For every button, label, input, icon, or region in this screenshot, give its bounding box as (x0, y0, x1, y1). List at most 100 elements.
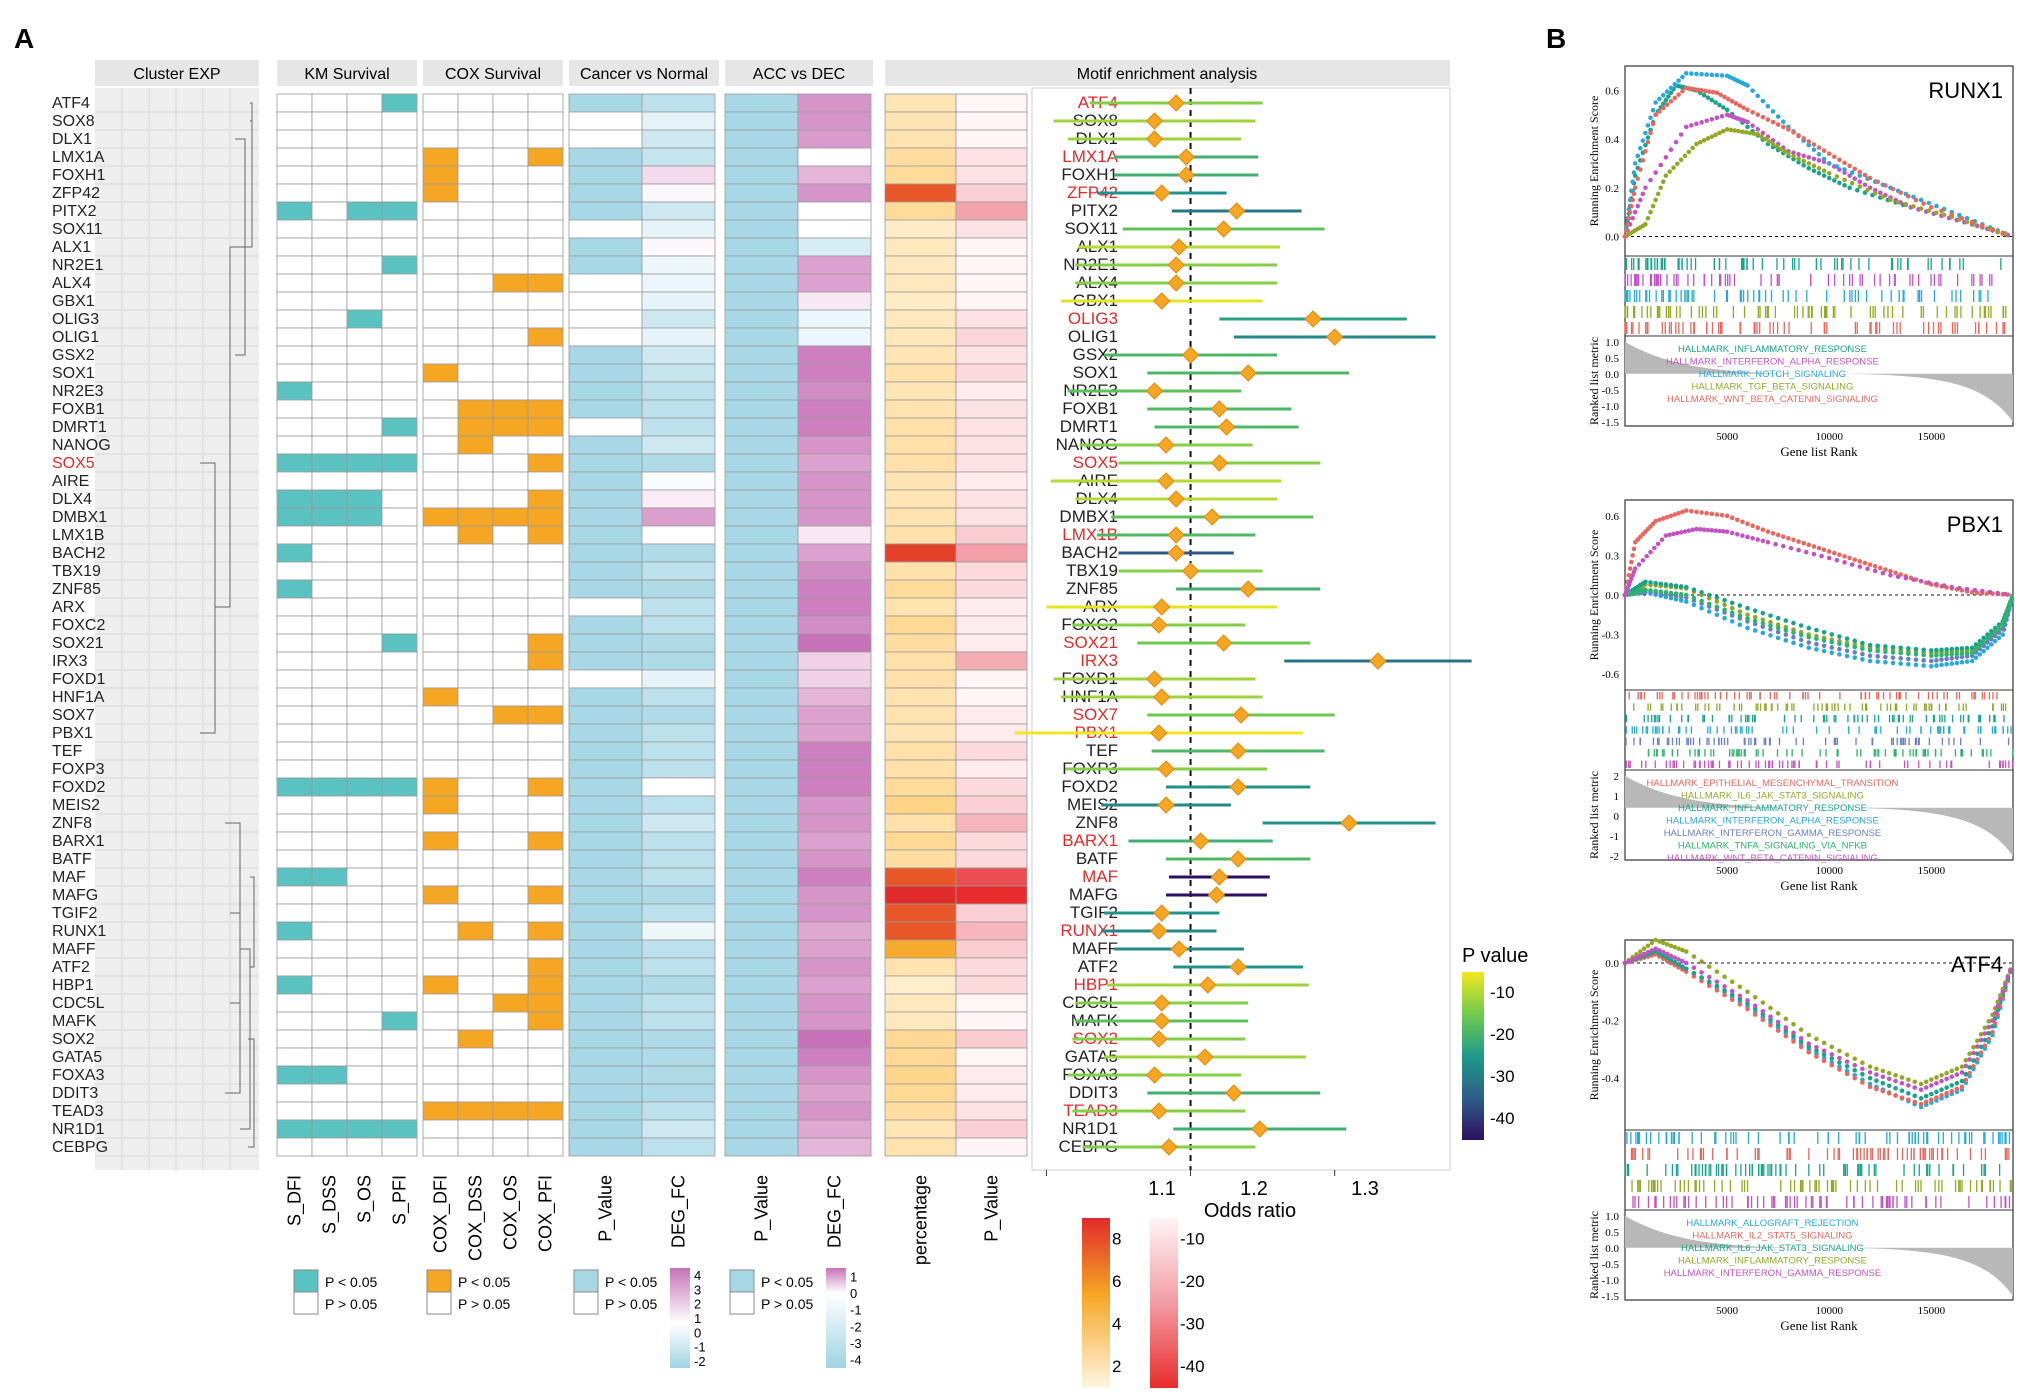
gsea-point (1801, 162, 1806, 168)
gsea-point (1903, 201, 1909, 207)
cox-cell (492, 867, 529, 887)
gsea-point (1880, 570, 1886, 576)
gsea-point (1886, 1090, 1892, 1096)
gsea-point (1954, 660, 1960, 666)
left-gene-label: SOX8 (52, 113, 95, 130)
gsea-point (1660, 516, 1666, 521)
motif-cell (955, 291, 1028, 311)
gsea-point (1985, 640, 1990, 645)
gsea-point (1752, 628, 1758, 633)
gsea-point (1770, 109, 1776, 114)
cox-cell (492, 993, 529, 1013)
gsea-es-tick: 0.6 (1605, 511, 1619, 523)
cox-cell (422, 417, 459, 437)
gsea-point (1765, 103, 1771, 109)
right-gene-label: BATF (1076, 849, 1118, 868)
acc-fc-tick: -4 (850, 1353, 862, 1368)
gsea-point (1671, 165, 1676, 170)
gsea-point (1929, 1091, 1934, 1097)
motif-cell (884, 741, 957, 761)
gsea-point (1826, 161, 1832, 166)
gsea-point (1967, 1057, 1972, 1062)
dendrogram-branch (230, 912, 241, 1004)
cox-cell (527, 345, 564, 365)
gsea-point (1745, 616, 1750, 622)
motif-pvalue-tick: -40 (1180, 1357, 1205, 1376)
cvn-cell (641, 795, 716, 815)
gsea-legend-entry: HALLMARK_WNT_BETA_CATENIN_SIGNALING (1667, 853, 1878, 864)
cvn-cell (568, 525, 643, 545)
cvn-cell (641, 813, 716, 833)
acc-cell (724, 993, 799, 1013)
gsea-point (1826, 170, 1832, 176)
gsea-point (1995, 1003, 2000, 1009)
gsea-point (1683, 960, 1689, 966)
forest-odds-marker (1210, 454, 1229, 472)
gsea-ylabel-metric: Ranked list metric (1587, 337, 1601, 425)
gsea-point (1981, 643, 1986, 649)
gsea-point (1683, 71, 1689, 76)
gsea-point (1780, 543, 1786, 549)
left-gene-label: BATF (52, 851, 92, 868)
km-cell (311, 993, 348, 1013)
motif-pvalue-colorbar (1150, 1218, 1178, 1388)
gsea-point (1668, 582, 1674, 588)
cox-cell (492, 525, 529, 545)
gsea-point (1801, 136, 1806, 141)
gsea-point (1974, 1038, 1980, 1044)
gsea-ylabel-es: Running Enrichment Score (1587, 96, 1601, 227)
gsea-es-tick: 0.0 (1605, 958, 1619, 970)
gsea-point (1791, 130, 1796, 135)
km-cell (346, 1119, 383, 1139)
gsea-point (1977, 646, 1983, 652)
forest-odds-marker (1229, 958, 1247, 976)
km-cell (276, 309, 313, 329)
gsea-point (1844, 1059, 1850, 1064)
gsea-point (1724, 127, 1730, 132)
left-gene-label: FOXA3 (52, 1067, 105, 1084)
gsea-point (1741, 105, 1746, 111)
km-cell (311, 543, 348, 563)
forest-odds-marker (1196, 1048, 1214, 1066)
acc-cell (724, 1065, 799, 1085)
gsea-point (1729, 619, 1735, 624)
km-cell (276, 237, 313, 257)
forest-odds-marker (1181, 562, 1200, 580)
motif-cell (884, 273, 957, 293)
motif-cell (884, 399, 957, 419)
cvn-cell (641, 705, 716, 725)
right-gene-label: IRX3 (1080, 651, 1118, 670)
gsea-point (1806, 542, 1812, 548)
gsea-x-tick: 15000 (1918, 1305, 1946, 1317)
gsea-point (1664, 514, 1670, 520)
cvn-cell (568, 849, 643, 869)
gsea-point (1717, 130, 1722, 136)
gsea-point (1676, 510, 1681, 516)
cox-cell (492, 777, 529, 797)
right-gene-label: OLIG3 (1068, 309, 1118, 328)
left-gene-label: CDC5L (52, 995, 105, 1012)
motif-cell (884, 507, 957, 527)
cox-cell (492, 849, 529, 869)
km-cell (346, 903, 383, 923)
facet-title-cox: COX Survival (445, 66, 541, 83)
gsea-point (1954, 646, 1960, 652)
gsea-point (1842, 177, 1847, 183)
km-cell (276, 327, 313, 347)
cvn-cell (641, 201, 716, 221)
left-gene-label: ZNF85 (52, 581, 101, 598)
gsea-point (1806, 625, 1812, 631)
forest-odds-marker (1153, 598, 1171, 616)
gsea-point (1668, 943, 1674, 949)
motif-cell (884, 1083, 957, 1103)
acc-cell (724, 237, 799, 257)
motif-cell (955, 345, 1028, 365)
gsea-point (1745, 625, 1750, 631)
km-cell (276, 525, 313, 545)
gsea-point (1689, 508, 1694, 514)
cox-cell (422, 741, 459, 761)
acc-cell (724, 903, 799, 923)
cox-cell (492, 633, 529, 653)
cox-cell (422, 1137, 459, 1157)
gsea-point (1709, 528, 1715, 533)
